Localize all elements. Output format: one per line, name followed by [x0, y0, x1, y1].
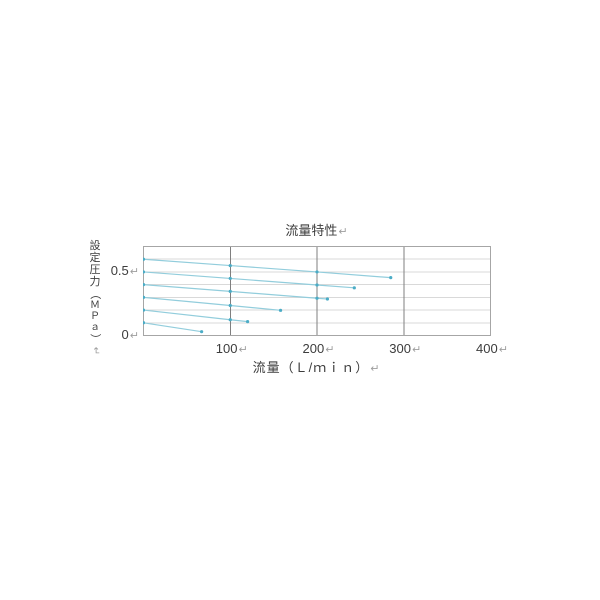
series-line	[143, 258, 391, 279]
series-line	[143, 284, 328, 300]
data-point-marker	[143, 257, 146, 261]
data-point-marker	[143, 283, 146, 287]
data-point-marker	[325, 297, 330, 301]
data-point-marker	[228, 276, 232, 281]
data-point-marker	[228, 303, 232, 308]
y-axis-title-char: ａ	[90, 322, 100, 333]
data-point-marker	[246, 320, 250, 324]
line-break-mark: ↵	[129, 266, 139, 279]
y-axis-title-char: Ｐ	[90, 311, 100, 322]
line-break-mark: ↵	[129, 330, 139, 342]
data-point-marker	[143, 308, 146, 312]
x-axis-title-text: 流量（Ｌ/ｍｉｎ）	[252, 360, 370, 375]
data-point-marker	[143, 321, 146, 325]
y-axis-title-char: Ｍ	[90, 300, 100, 311]
x-tick-label: 400↵	[476, 341, 508, 356]
x-tick-value: 300	[389, 341, 411, 356]
x-tick-label: 200↵	[303, 341, 335, 356]
y-axis-title-char: 力	[89, 276, 101, 288]
y-tick-value: 0	[121, 327, 129, 342]
data-point-marker	[228, 263, 232, 268]
data-point-marker	[315, 270, 319, 274]
y-axis-title-char: （	[89, 288, 101, 300]
data-point-marker	[200, 330, 204, 334]
data-point-marker	[228, 289, 232, 293]
line-break-mark: ↵	[411, 344, 422, 356]
line-break-mark: ↵	[498, 344, 508, 356]
series-line	[143, 322, 202, 333]
x-tick-value: 100	[215, 341, 238, 356]
series-line	[143, 271, 355, 289]
y-axis-title-char: 定	[89, 252, 101, 264]
data-point-marker	[228, 318, 232, 322]
y-tick-label: 0.5↵	[93, 263, 139, 278]
x-tick-label: 100↵	[216, 341, 248, 356]
line-break-mark: ↵	[325, 344, 335, 356]
x-tick-value: 400	[476, 341, 498, 356]
data-point-marker	[143, 295, 146, 299]
series-line	[143, 296, 281, 311]
chart-title: 流量特性↵	[143, 220, 490, 239]
series-line	[143, 309, 248, 323]
x-tick-value: 200	[302, 341, 325, 356]
y-tick-label: 0↵	[93, 327, 139, 342]
y-axis-title-char: 設	[89, 240, 101, 252]
line-break-mark: ↵	[338, 226, 348, 238]
line-break-mark: ↵	[238, 344, 248, 356]
data-point-marker	[143, 270, 146, 274]
x-tick-label: 300↵	[389, 341, 421, 356]
line-break-mark: ↵	[90, 346, 101, 356]
data-point-marker	[352, 286, 356, 290]
y-axis-title-char: 圧	[89, 264, 101, 276]
y-tick-value: 0.5	[110, 263, 129, 279]
data-point-marker	[315, 283, 319, 287]
data-point-marker	[315, 296, 319, 300]
chart-title-text: 流量特性	[285, 223, 338, 238]
data-point-marker	[389, 276, 393, 280]
plot-border	[143, 246, 491, 336]
line-break-mark: ↵	[370, 363, 381, 375]
plot-area	[143, 246, 491, 336]
x-axis-title: 流量（Ｌ/ｍｉｎ）↵	[143, 357, 490, 376]
data-point-marker	[278, 308, 283, 312]
